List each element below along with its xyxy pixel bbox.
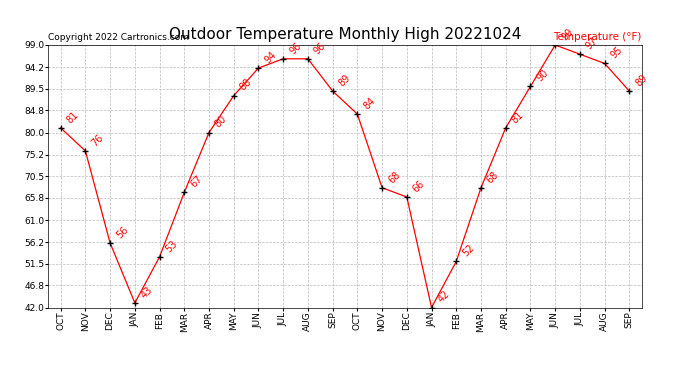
Text: 96: 96 [312, 40, 328, 56]
Text: 88: 88 [238, 77, 254, 93]
Text: 95: 95 [609, 45, 624, 61]
Text: 89: 89 [633, 72, 649, 88]
Text: 52: 52 [460, 243, 476, 259]
Text: 42: 42 [435, 289, 451, 305]
Text: 68: 68 [485, 169, 501, 185]
Text: 66: 66 [411, 178, 426, 194]
Text: 99: 99 [560, 27, 575, 42]
Text: 53: 53 [164, 238, 179, 254]
Text: 80: 80 [213, 114, 229, 130]
Text: 89: 89 [337, 72, 353, 88]
Text: 94: 94 [263, 50, 278, 65]
Text: 56: 56 [115, 224, 130, 240]
Text: Temperature (°F): Temperature (°F) [553, 32, 642, 42]
Text: 81: 81 [65, 110, 81, 125]
Text: 76: 76 [90, 132, 106, 148]
Text: 97: 97 [584, 36, 600, 51]
Title: Outdoor Temperature Monthly High 20221024: Outdoor Temperature Monthly High 2022102… [169, 27, 521, 42]
Text: 67: 67 [188, 174, 204, 190]
Text: 84: 84 [362, 96, 377, 111]
Text: 81: 81 [510, 110, 526, 125]
Text: 43: 43 [139, 284, 155, 300]
Text: 90: 90 [535, 68, 551, 84]
Text: 68: 68 [386, 169, 402, 185]
Text: 96: 96 [287, 40, 303, 56]
Text: Copyright 2022 Cartronics.com: Copyright 2022 Cartronics.com [48, 33, 189, 42]
